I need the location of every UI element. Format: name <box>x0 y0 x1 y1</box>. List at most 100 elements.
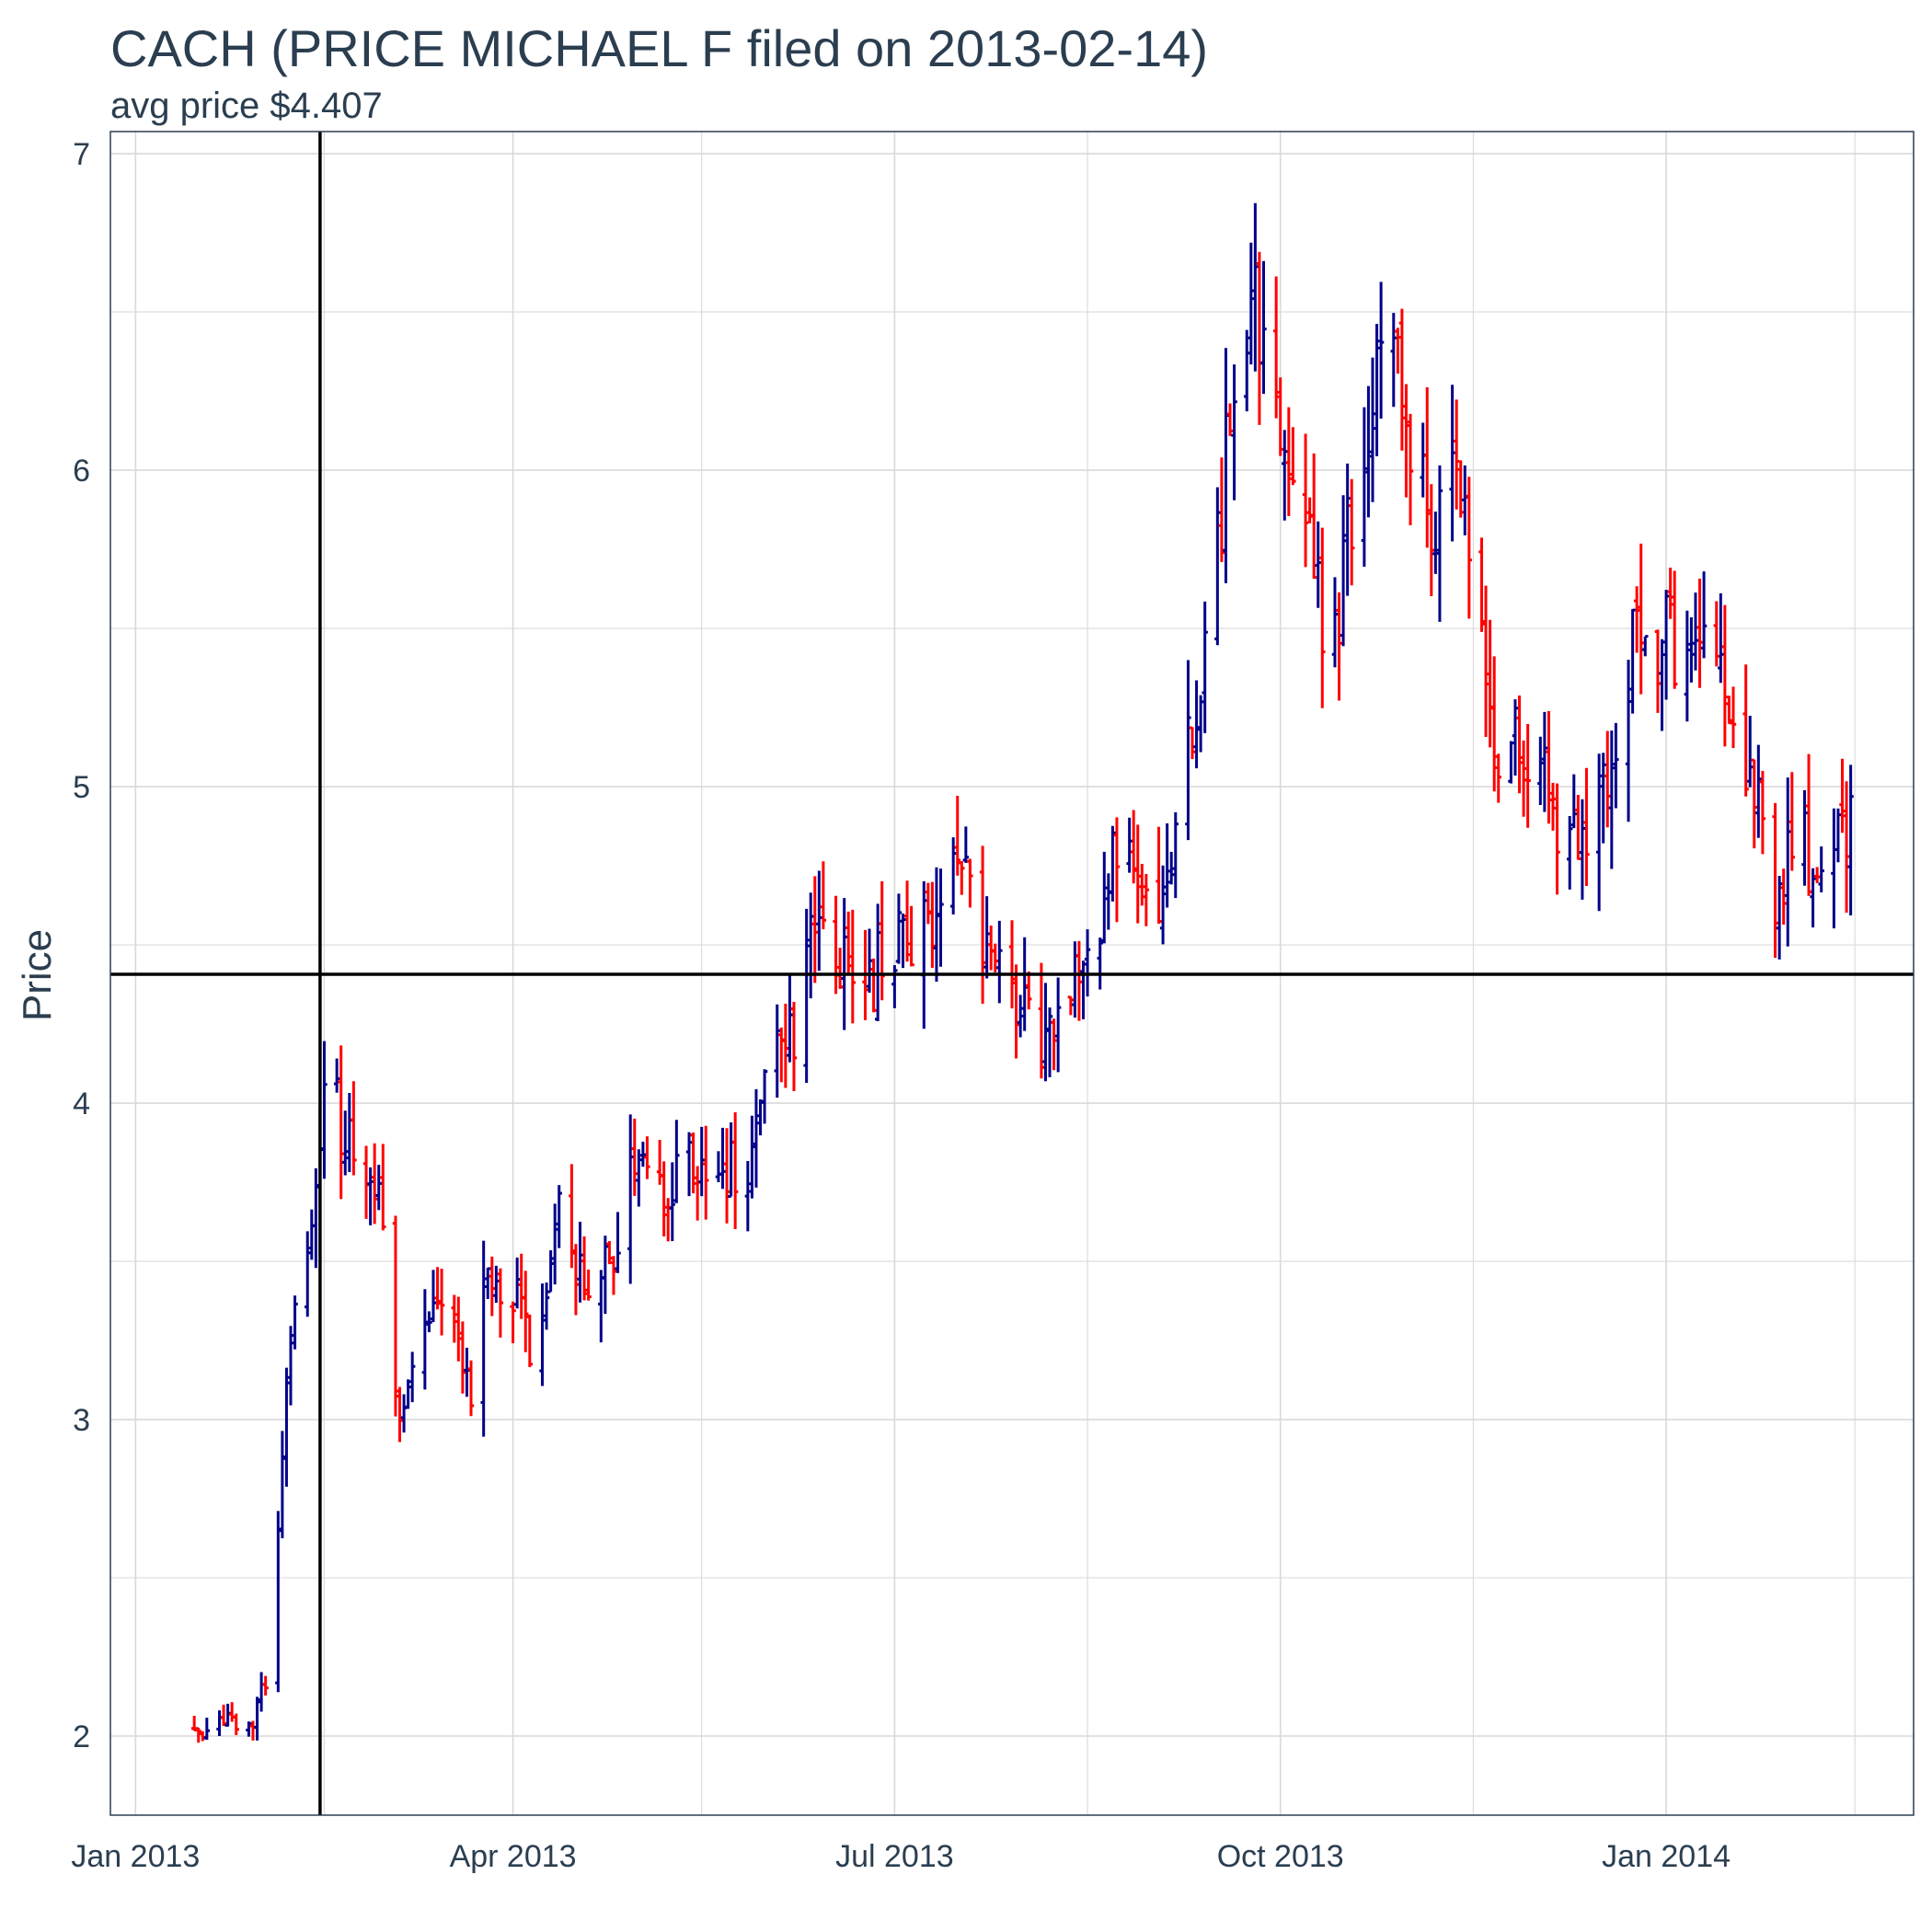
y-tick-label: 6 <box>73 454 90 489</box>
ohlc-bar <box>728 1122 734 1199</box>
ohlc-bar <box>485 1267 491 1299</box>
ohlc-bar <box>1428 484 1435 596</box>
ohlc-bar <box>408 1351 416 1403</box>
y-axis-label: Price <box>15 929 60 1021</box>
ohlc-bar <box>581 1236 588 1301</box>
ohlc-bar <box>1516 695 1523 794</box>
ohlc-bar <box>1319 527 1326 708</box>
ohlc-bar <box>1168 851 1175 885</box>
ohlc-bar <box>539 1283 546 1386</box>
ohlc-bar <box>1482 585 1489 738</box>
ohlc-bar <box>467 1360 475 1417</box>
ohlc-bar <box>1126 817 1133 873</box>
ohlc-bar <box>1214 487 1221 646</box>
ohlc-bar <box>1478 537 1485 632</box>
ohlc-bar <box>510 1301 516 1344</box>
ohlc-bar <box>246 1721 252 1737</box>
ohlc-bar <box>1700 571 1708 659</box>
ohlc-bar <box>698 1126 705 1197</box>
ohlc-bar <box>392 1215 399 1417</box>
ohlc-bar <box>371 1143 378 1225</box>
ohlc-bar <box>903 880 911 962</box>
ohlc-bar <box>996 920 1003 1004</box>
ohlc-bar <box>753 1088 760 1188</box>
ohlc-bar <box>1608 730 1616 869</box>
ohlc-bar <box>992 943 998 972</box>
ohlc-bar <box>661 1161 667 1236</box>
y-tick-label: 3 <box>73 1403 90 1438</box>
ohlc-bar <box>1541 711 1548 812</box>
ohlc-bar <box>518 1253 524 1319</box>
ohlc-bar <box>287 1326 294 1406</box>
ohlc-bar <box>1344 463 1351 596</box>
ohlc-bar <box>1054 977 1062 1073</box>
ohlc-bar <box>1742 664 1749 797</box>
ohlc-bar <box>1747 715 1754 788</box>
ohlc-bar <box>757 1098 764 1136</box>
ohlc-bar <box>1072 941 1078 1018</box>
ohlc-bar <box>811 876 818 983</box>
ohlc-bar <box>342 1110 349 1176</box>
ohlc-bar <box>1570 774 1577 829</box>
ohlc-bar <box>1315 521 1321 608</box>
ohlc-bar <box>1575 794 1581 860</box>
ohlc-bar <box>497 1268 504 1338</box>
ohlc-bar <box>1432 512 1439 574</box>
ohlc-bar <box>673 1120 680 1203</box>
ohlc-bar <box>1134 824 1141 924</box>
ohlc-bar <box>1633 586 1640 653</box>
ohlc-bar <box>313 1167 319 1269</box>
ohlc-bar <box>1684 610 1691 722</box>
ohlc-bar <box>1277 377 1283 456</box>
ohlc-bar <box>1583 767 1590 887</box>
ohlc-bar <box>1843 781 1850 913</box>
ohlc-bar <box>1084 929 1091 997</box>
ohlc-bar <box>1751 758 1757 849</box>
ohlc-bar <box>305 1231 311 1317</box>
ohlc-bar <box>1512 699 1519 776</box>
ohlc-bar <box>849 909 856 1024</box>
ohlc-bar <box>1197 695 1204 753</box>
ohlc-bar <box>1097 937 1103 990</box>
ohlc-bar <box>1365 385 1372 518</box>
y-tick-label: 5 <box>73 770 90 805</box>
ohlc-bar <box>1336 592 1342 701</box>
ohlc-bar <box>1537 736 1544 805</box>
ohlc-bar <box>451 1294 457 1343</box>
x-tick-label: Jan 2014 <box>1602 1839 1731 1874</box>
ohlc-bar <box>694 1166 701 1221</box>
ohlc-bar <box>988 926 995 971</box>
ohlc-bar <box>949 837 957 915</box>
ohlc-bar <box>551 1203 558 1285</box>
ohlc-bar <box>1172 811 1179 899</box>
ohlc-bar <box>421 1289 429 1390</box>
ohlc-bar <box>1785 777 1791 947</box>
ohlc-bar <box>1407 413 1414 525</box>
ohlc-bar <box>351 1081 357 1176</box>
ohlc-bar <box>1185 660 1191 841</box>
ohlc-bar <box>513 1257 521 1309</box>
price-bars <box>190 202 1854 1743</box>
ohlc-bar <box>523 1271 529 1352</box>
ohlc-bar <box>1436 465 1443 622</box>
ohlc-bar <box>933 867 940 982</box>
ohlc-bar <box>254 1696 260 1741</box>
ohlc-bar <box>1026 971 1032 1010</box>
ohlc-bar <box>790 1001 798 1091</box>
ohlc-bar <box>1285 407 1293 516</box>
ohlc-bar <box>1449 385 1455 542</box>
ohlc-bar <box>1159 865 1167 945</box>
ohlc-bar <box>1453 399 1460 510</box>
ohlc-bar <box>577 1222 583 1303</box>
ohlc-bar <box>1017 995 1024 1038</box>
ohlc-bar <box>636 1149 642 1207</box>
ohlc-bar <box>1051 1018 1057 1071</box>
ohlc-bar <box>233 1713 239 1735</box>
ohlc-bar <box>220 1704 227 1726</box>
reference-lines <box>110 132 1914 1815</box>
ohlc-bar <box>639 1142 647 1167</box>
ohlc-bar <box>929 881 936 969</box>
x-tick-label: Jul 2013 <box>835 1839 954 1874</box>
ohlc-bar <box>1189 726 1196 760</box>
y-tick-label: 4 <box>73 1087 90 1121</box>
